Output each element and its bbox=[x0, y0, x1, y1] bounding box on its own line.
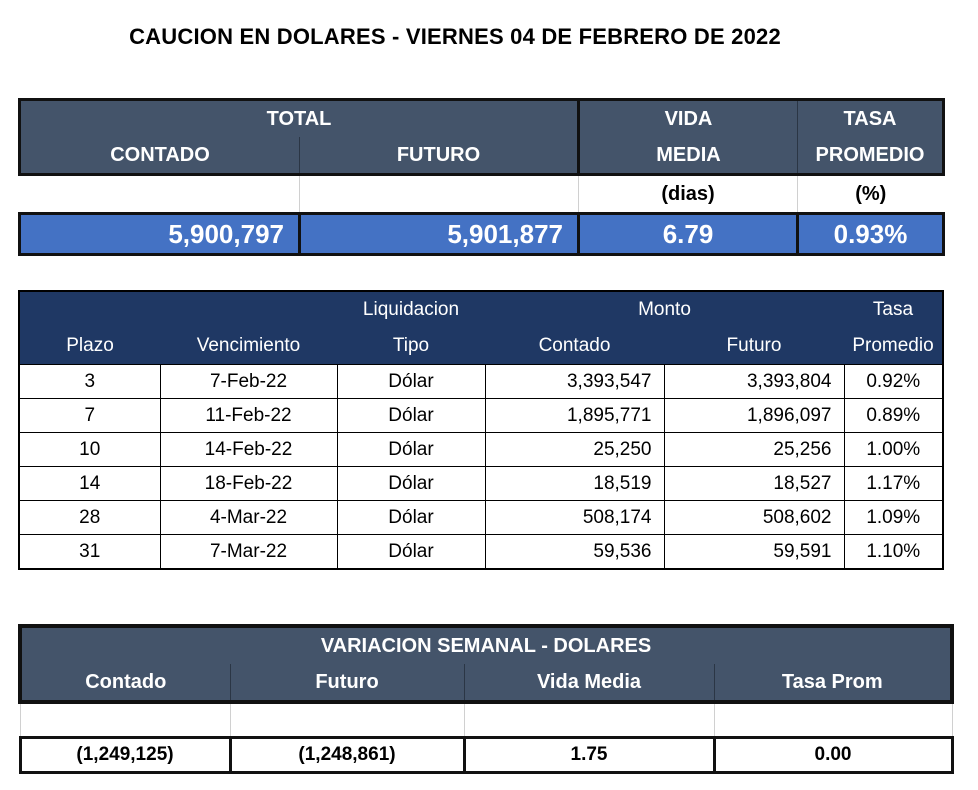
cell-contado: 1,895,771 bbox=[484, 398, 665, 433]
header-tasa-line2: PROMEDIO bbox=[797, 137, 945, 176]
cell-futuro: 3,393,804 bbox=[663, 364, 845, 399]
cell-tasa: 1.10% bbox=[843, 534, 944, 570]
detail-header-empty-2 bbox=[160, 290, 337, 328]
cell-tipo: Dólar bbox=[336, 500, 486, 535]
cell-vencimiento: 18-Feb-22 bbox=[159, 466, 338, 501]
table-row: 28 4-Mar-22 Dólar 508,174 508,602 1.09% bbox=[18, 500, 944, 535]
cell-plazo: 3 bbox=[18, 364, 161, 399]
cell-tipo: Dólar bbox=[336, 534, 486, 570]
cell-tasa: 0.92% bbox=[843, 364, 944, 399]
cell-tasa: 1.00% bbox=[843, 432, 944, 467]
cell-contado: 25,250 bbox=[484, 432, 665, 467]
weekly-gap-4 bbox=[714, 702, 953, 738]
weekly-col-futuro: Futuro bbox=[230, 664, 465, 704]
weekly-header: VARIACION SEMANAL - DOLARES bbox=[17, 624, 955, 664]
weekly-gap-2 bbox=[230, 702, 465, 738]
table-row: 7 11-Feb-22 Dólar 1,895,771 1,896,097 0.… bbox=[18, 398, 944, 433]
col-tipo: Tipo bbox=[337, 328, 485, 365]
cell-tasa: 1.09% bbox=[843, 500, 944, 535]
table-row: 3 7-Feb-22 Dólar 3,393,547 3,393,804 0.9… bbox=[18, 364, 944, 399]
header-vida-line1: VIDA bbox=[578, 98, 798, 137]
header-futuro: FUTURO bbox=[299, 137, 580, 176]
cell-plazo: 7 bbox=[18, 398, 161, 433]
cell-tasa: 0.89% bbox=[843, 398, 944, 433]
cell-vencimiento: 4-Mar-22 bbox=[159, 500, 338, 535]
value-contado: 5,900,797 bbox=[18, 212, 301, 256]
detail-header-monto: Monto bbox=[485, 290, 844, 328]
detail-header-empty-1 bbox=[18, 290, 160, 328]
cell-futuro: 18,527 bbox=[663, 466, 845, 501]
cell-vencimiento: 14-Feb-22 bbox=[159, 432, 338, 467]
cell-tipo: Dólar bbox=[336, 466, 486, 501]
weekly-col-vida: Vida Media bbox=[464, 664, 715, 704]
weekly-value-tasa: 0.00 bbox=[714, 736, 954, 774]
header-total: TOTAL bbox=[18, 98, 580, 137]
table-row: 14 18-Feb-22 Dólar 18,519 18,527 1.17% bbox=[18, 466, 944, 501]
weekly-value-vida: 1.75 bbox=[464, 736, 716, 774]
col-promedio: Promedio bbox=[844, 328, 944, 365]
weekly-gap-1 bbox=[19, 702, 231, 738]
cell-contado: 18,519 bbox=[484, 466, 665, 501]
cell-tasa: 1.17% bbox=[843, 466, 944, 501]
col-vencimiento: Vencimiento bbox=[160, 328, 337, 365]
cell-tipo: Dólar bbox=[336, 364, 486, 399]
detail-table: Liquidacion Monto Tasa Plazo Vencimiento… bbox=[18, 290, 944, 570]
col-futuro: Futuro bbox=[664, 328, 844, 365]
weekly-col-tasa: Tasa Prom bbox=[714, 664, 955, 704]
summary-table: TOTAL VIDA TASA CONTADO FUTURO MEDIA PRO… bbox=[18, 98, 945, 256]
cell-futuro: 1,896,097 bbox=[663, 398, 845, 433]
weekly-value-contado: (1,249,125) bbox=[18, 736, 232, 774]
cell-futuro: 59,591 bbox=[663, 534, 845, 570]
unit-vida: (dias) bbox=[578, 174, 798, 214]
value-tasa-promedio: 0.93% bbox=[797, 212, 945, 256]
value-futuro: 5,901,877 bbox=[299, 212, 580, 256]
cell-contado: 508,174 bbox=[484, 500, 665, 535]
detail-header-tasa: Tasa bbox=[844, 290, 944, 328]
cell-plazo: 14 bbox=[18, 466, 161, 501]
cell-vencimiento: 7-Mar-22 bbox=[159, 534, 338, 570]
unit-tasa: (%) bbox=[797, 174, 944, 214]
cell-vencimiento: 7-Feb-22 bbox=[159, 364, 338, 399]
weekly-variation-table: VARIACION SEMANAL - DOLARES Contado Futu… bbox=[17, 624, 955, 774]
weekly-col-contado: Contado bbox=[18, 664, 231, 704]
header-tasa-line1: TASA bbox=[797, 98, 945, 137]
cell-futuro: 508,602 bbox=[663, 500, 845, 535]
table-row: 10 14-Feb-22 Dólar 25,250 25,256 1.00% bbox=[18, 432, 944, 467]
weekly-value-futuro: (1,248,861) bbox=[230, 736, 466, 774]
value-vida-media: 6.79 bbox=[578, 212, 799, 256]
col-contado: Contado bbox=[485, 328, 664, 365]
cell-tipo: Dólar bbox=[336, 398, 486, 433]
unit-empty-2 bbox=[299, 174, 579, 214]
cell-plazo: 10 bbox=[18, 432, 161, 467]
cell-contado: 59,536 bbox=[484, 534, 665, 570]
table-row: 31 7-Mar-22 Dólar 59,536 59,591 1.10% bbox=[18, 534, 944, 570]
cell-vencimiento: 11-Feb-22 bbox=[159, 398, 338, 433]
detail-header-liquidacion: Liquidacion bbox=[337, 290, 485, 328]
col-plazo: Plazo bbox=[18, 328, 160, 365]
header-contado: CONTADO bbox=[18, 137, 300, 176]
cell-plazo: 28 bbox=[18, 500, 161, 535]
weekly-gap-3 bbox=[464, 702, 715, 738]
cell-contado: 3,393,547 bbox=[484, 364, 665, 399]
unit-empty-1 bbox=[19, 174, 300, 214]
page-title: CAUCION EN DOLARES - VIERNES 04 DE FEBRE… bbox=[129, 24, 781, 49]
cell-tipo: Dólar bbox=[336, 432, 486, 467]
cell-futuro: 25,256 bbox=[663, 432, 845, 467]
cell-plazo: 31 bbox=[18, 534, 161, 570]
header-vida-line2: MEDIA bbox=[578, 137, 798, 176]
